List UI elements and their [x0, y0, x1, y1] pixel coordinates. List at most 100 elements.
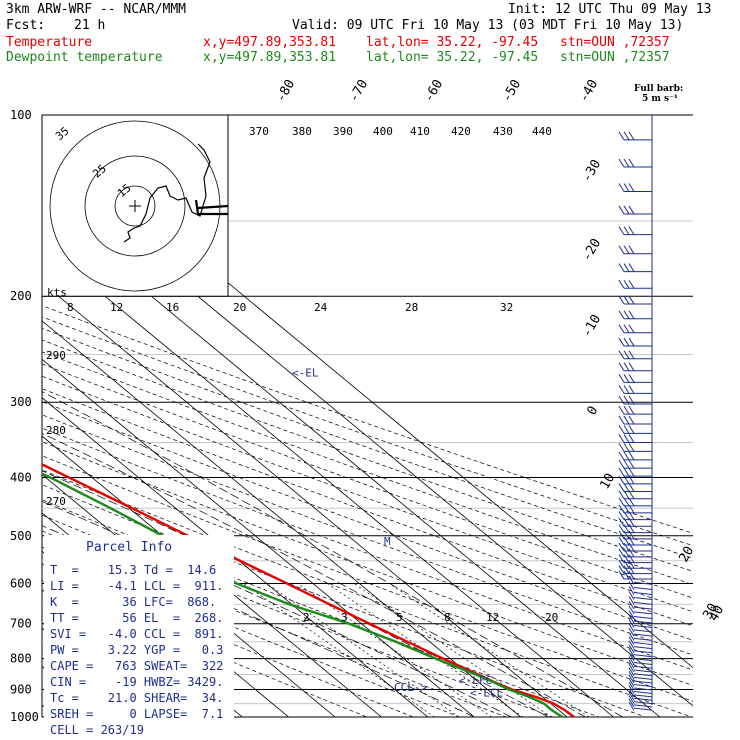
wind-barb [618, 475, 652, 485]
wind-barb [628, 663, 653, 673]
dry-adiabat-line [42, 327, 693, 559]
wind-barb [628, 636, 653, 646]
parcel-annotations: <-EL <-LFC<-LCL CCL-> M [292, 367, 503, 700]
wind-barb-flag [623, 536, 630, 546]
dry-adiabat-label: 420 [451, 125, 471, 138]
wind-barb-flag [623, 337, 630, 347]
wind-barb-flag [628, 517, 635, 527]
pressure-tick-label: 600 [10, 576, 32, 590]
dry-adiabat-label: 380 [292, 125, 312, 138]
wind-barb-shaft [633, 707, 653, 711]
parcel-row: T = 15.3 Td = 14.6 [50, 563, 217, 577]
pressure-tick-label: 900 [10, 682, 32, 696]
wind-barb-flag [623, 374, 630, 383]
wind-barb-flag [618, 295, 625, 305]
theta-e-label: 280 [46, 424, 66, 437]
wind-barb [618, 226, 652, 236]
wind-barb [618, 263, 652, 273]
wind-barb [618, 350, 652, 360]
isotherm-line [42, 320, 521, 717]
wind-barb-flag [628, 627, 635, 637]
wind-barb-flag [623, 324, 630, 334]
upper-axis-label: 20 [233, 301, 246, 314]
upper-axis-label: 12 [110, 301, 123, 314]
wind-barb [628, 698, 653, 708]
wind-barb-flag [623, 451, 630, 461]
wind-barb [628, 681, 653, 691]
dry-adiabat-label: 390 [333, 125, 353, 138]
wind-barb-flag [618, 443, 625, 452]
mixing-ratio-label: 8 [444, 611, 451, 624]
wind-barb [618, 517, 652, 527]
wind-barb-shaft [633, 658, 653, 662]
wind-barb [618, 415, 652, 425]
dry-adiabat-line [42, 363, 693, 599]
wind-barb-flag [628, 158, 635, 168]
model-title: 3km ARW-WRF -- NCAR/MMM [6, 2, 187, 17]
wind-barb-shaft [633, 606, 653, 610]
wind-barb [628, 640, 653, 650]
isotherm-label: -40 [576, 77, 601, 105]
wind-barb [628, 576, 653, 585]
wind-barb-shaft [633, 694, 653, 698]
wind-barb [628, 688, 653, 698]
parcel-row: SREH = 0 LAPSE= 7.1 [50, 707, 224, 721]
isotherm-label: -30 [579, 157, 604, 185]
dry-adiabat-line [42, 414, 693, 656]
wind-barb [618, 554, 652, 564]
dry-adiabat-line [42, 351, 693, 585]
wind-barb-flag [623, 295, 630, 305]
wind-barb-flag [628, 205, 635, 215]
mixing-ratio-label: 20 [545, 611, 558, 624]
lcl-marker: <-LCL [470, 687, 503, 700]
wind-barb-flag [628, 497, 635, 507]
wind-barb-flag [623, 475, 630, 485]
dry-adiabat-line [42, 375, 693, 613]
mixing-ratio-label: 12 [486, 611, 499, 624]
pressure-tick-label: 200 [10, 289, 32, 303]
wind-barb [618, 451, 652, 461]
wind-barb-flag [623, 559, 630, 569]
wind-barb-flag [623, 490, 630, 500]
wind-barb-flag [628, 443, 635, 452]
wind-barb-shaft [633, 597, 653, 600]
wind-barb-flag [618, 395, 625, 405]
wind-barb-flag [623, 350, 630, 359]
wind-barb [628, 623, 653, 633]
wind-barb-flag [618, 205, 625, 215]
wind-barb-flag [618, 554, 625, 563]
pressure-tick-label: 700 [10, 617, 32, 631]
wind-barb [628, 695, 653, 705]
wind-barb-flag [623, 467, 630, 477]
mixing-ratio-line [389, 583, 590, 717]
wind-barb-flag [628, 467, 635, 477]
dewpoint-legend: Dewpoint temperature [6, 50, 163, 65]
wind-barb-flag [628, 688, 635, 698]
wind-barb-flag [628, 524, 635, 533]
wind-barb-flag [618, 183, 625, 192]
wind-barb [618, 374, 652, 383]
wind-barb-flag [628, 385, 635, 394]
wind-barb-flag [628, 681, 635, 691]
barb-legend-line1: Full barb: [634, 84, 684, 94]
wind-barb-flag [623, 504, 630, 514]
wind-barb-flag [628, 310, 635, 320]
wind-barb-flag [623, 310, 630, 320]
wind-barb-flag [628, 542, 635, 552]
wind-barb-flag [628, 619, 635, 628]
wind-barb-flag [628, 425, 635, 434]
isotherm-label: 20 [676, 544, 697, 565]
wind-barb-flag [623, 395, 630, 405]
wind-barb [618, 497, 652, 507]
dry-adiabat-line [42, 388, 693, 627]
hodograph-ring [84, 155, 186, 257]
isotherm-label: -50 [499, 77, 524, 105]
isotherm-label: 30 [700, 601, 721, 622]
wind-barb-flag [623, 570, 630, 580]
wind-barb-flag [623, 263, 630, 272]
wind-barbs [618, 115, 653, 711]
wind-barb-flag [618, 374, 625, 383]
wind-barb-flag [618, 263, 625, 272]
wind-barb-shaft [633, 637, 653, 641]
